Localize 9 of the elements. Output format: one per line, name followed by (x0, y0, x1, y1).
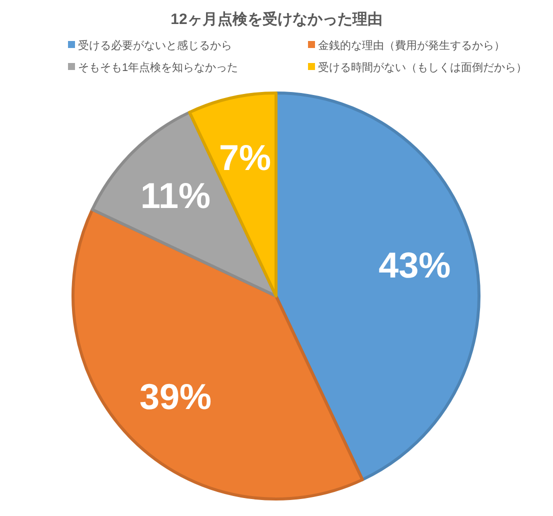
legend-label: 受ける必要がないと感じるから (78, 39, 232, 52)
chart-title: 12ヶ月点検を受けなかった理由 (170, 11, 382, 28)
legend-label: 受ける時間がない（もしくは面倒だから） (318, 61, 527, 74)
data-label: 11% (140, 175, 211, 216)
data-label: 39% (139, 376, 212, 417)
legend-label: 金銭的な理由（費用が発生するから） (318, 39, 505, 52)
data-label: 43% (378, 244, 451, 286)
legend-label: そもそも1年点検を知らなかった (78, 61, 238, 74)
data-label: 7% (218, 136, 272, 178)
